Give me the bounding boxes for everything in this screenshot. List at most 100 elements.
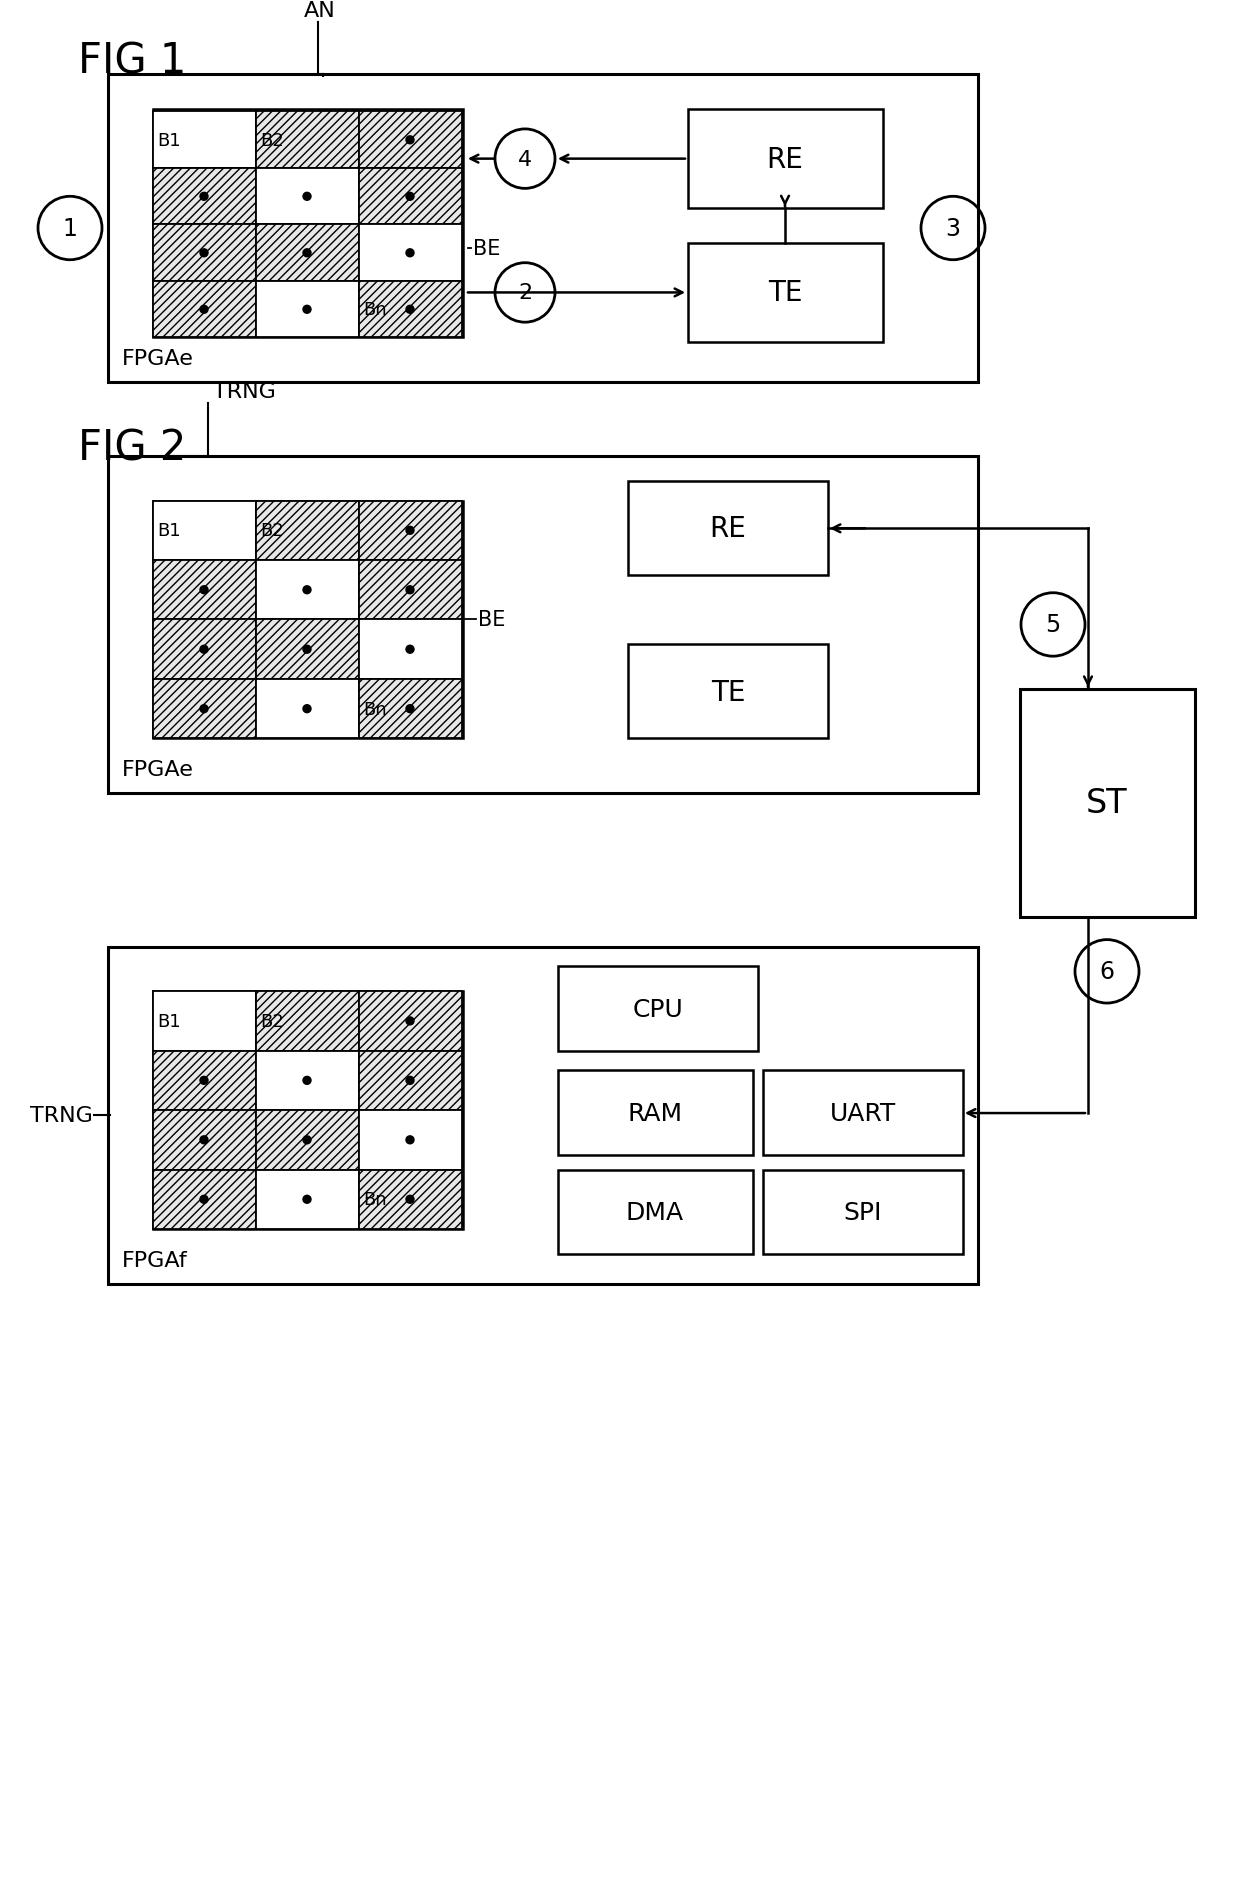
Bar bbox=[153, 991, 463, 1230]
Bar bbox=[153, 1110, 255, 1169]
Circle shape bbox=[405, 1137, 414, 1144]
Circle shape bbox=[200, 1137, 208, 1144]
Circle shape bbox=[303, 706, 311, 714]
Bar bbox=[627, 482, 828, 575]
Bar bbox=[153, 226, 255, 281]
Text: 5: 5 bbox=[1045, 613, 1060, 638]
Bar bbox=[688, 243, 883, 344]
Bar bbox=[153, 1169, 255, 1230]
Bar bbox=[153, 112, 255, 169]
Bar bbox=[360, 621, 463, 679]
Circle shape bbox=[405, 251, 414, 258]
Bar bbox=[153, 501, 463, 738]
Text: FPGAf: FPGAf bbox=[122, 1251, 187, 1270]
Circle shape bbox=[303, 1076, 311, 1086]
Circle shape bbox=[405, 137, 414, 144]
Bar bbox=[108, 76, 978, 381]
Text: TE: TE bbox=[711, 678, 745, 706]
Bar bbox=[255, 1110, 360, 1169]
Bar bbox=[255, 281, 360, 338]
Text: RAM: RAM bbox=[627, 1101, 682, 1126]
Circle shape bbox=[303, 586, 311, 594]
Bar bbox=[153, 501, 255, 560]
Text: 1: 1 bbox=[62, 216, 77, 241]
Circle shape bbox=[405, 306, 414, 313]
Circle shape bbox=[303, 194, 311, 201]
Bar bbox=[688, 110, 883, 209]
Text: AN: AN bbox=[304, 0, 336, 21]
Text: 4: 4 bbox=[518, 150, 532, 169]
Circle shape bbox=[200, 645, 208, 653]
Bar bbox=[360, 281, 463, 338]
Text: B1: B1 bbox=[157, 131, 181, 150]
Bar bbox=[558, 1070, 753, 1156]
Bar bbox=[153, 110, 463, 338]
Bar bbox=[153, 621, 255, 679]
Text: FIG 1: FIG 1 bbox=[78, 40, 186, 84]
Circle shape bbox=[200, 1196, 208, 1203]
Circle shape bbox=[200, 586, 208, 594]
Circle shape bbox=[200, 306, 208, 313]
Circle shape bbox=[405, 1196, 414, 1203]
Text: RE: RE bbox=[766, 146, 804, 173]
Circle shape bbox=[405, 1017, 414, 1025]
Bar bbox=[255, 991, 360, 1051]
Circle shape bbox=[303, 1137, 311, 1144]
Text: BE: BE bbox=[477, 609, 506, 630]
Text: 2: 2 bbox=[518, 283, 532, 304]
Bar bbox=[627, 645, 828, 738]
Text: UART: UART bbox=[830, 1101, 897, 1126]
Circle shape bbox=[200, 1076, 208, 1086]
Text: FPGAe: FPGAe bbox=[122, 759, 193, 780]
Bar bbox=[1021, 689, 1195, 917]
Text: Bn: Bn bbox=[363, 700, 387, 717]
Text: B2: B2 bbox=[260, 1012, 284, 1031]
Text: CPU: CPU bbox=[632, 998, 683, 1021]
Text: 6: 6 bbox=[1100, 960, 1115, 983]
Circle shape bbox=[303, 251, 311, 258]
Bar bbox=[360, 679, 463, 738]
Bar bbox=[558, 1169, 753, 1255]
Text: BE: BE bbox=[472, 239, 501, 258]
Bar bbox=[360, 991, 463, 1051]
Text: TRNG: TRNG bbox=[213, 381, 275, 402]
Bar bbox=[255, 169, 360, 226]
Bar bbox=[153, 281, 255, 338]
Circle shape bbox=[405, 586, 414, 594]
Bar bbox=[153, 560, 255, 621]
Bar bbox=[360, 169, 463, 226]
Text: RE: RE bbox=[709, 514, 746, 543]
Text: Bn: Bn bbox=[363, 302, 387, 319]
Text: SPI: SPI bbox=[843, 1201, 882, 1224]
Text: DMA: DMA bbox=[626, 1201, 684, 1224]
Bar bbox=[153, 1051, 255, 1110]
Circle shape bbox=[405, 645, 414, 653]
Bar bbox=[255, 679, 360, 738]
Circle shape bbox=[200, 194, 208, 201]
Bar bbox=[360, 1110, 463, 1169]
Bar bbox=[558, 966, 758, 1051]
Bar bbox=[153, 991, 255, 1051]
Text: Bn: Bn bbox=[363, 1190, 387, 1209]
Bar bbox=[108, 947, 978, 1283]
Text: B2: B2 bbox=[260, 522, 284, 541]
Circle shape bbox=[303, 306, 311, 313]
Circle shape bbox=[405, 528, 414, 535]
Circle shape bbox=[303, 645, 311, 653]
Bar bbox=[255, 560, 360, 621]
Bar bbox=[360, 560, 463, 621]
Bar bbox=[255, 112, 360, 169]
Bar bbox=[360, 112, 463, 169]
Circle shape bbox=[303, 1196, 311, 1203]
Circle shape bbox=[405, 706, 414, 714]
Circle shape bbox=[200, 706, 208, 714]
Bar bbox=[255, 621, 360, 679]
Text: TE: TE bbox=[768, 279, 802, 307]
Text: TRNG: TRNG bbox=[30, 1105, 93, 1126]
Text: B1: B1 bbox=[157, 1012, 181, 1031]
Bar bbox=[153, 169, 255, 226]
Circle shape bbox=[405, 1076, 414, 1086]
Text: FIG 2: FIG 2 bbox=[78, 427, 186, 469]
Text: 3: 3 bbox=[945, 216, 961, 241]
Bar bbox=[255, 1169, 360, 1230]
